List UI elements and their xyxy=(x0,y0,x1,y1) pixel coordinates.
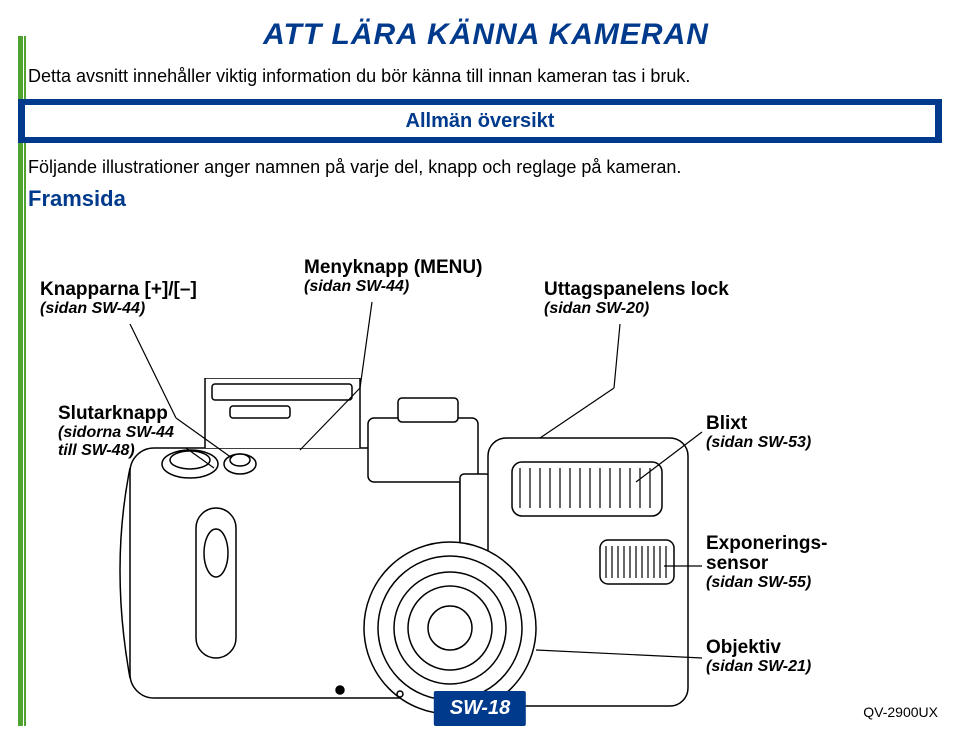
page-number-badge: SW-18 xyxy=(434,691,526,726)
leader-lines xyxy=(0,18,960,744)
model-label: QV-2900UX xyxy=(863,704,938,720)
